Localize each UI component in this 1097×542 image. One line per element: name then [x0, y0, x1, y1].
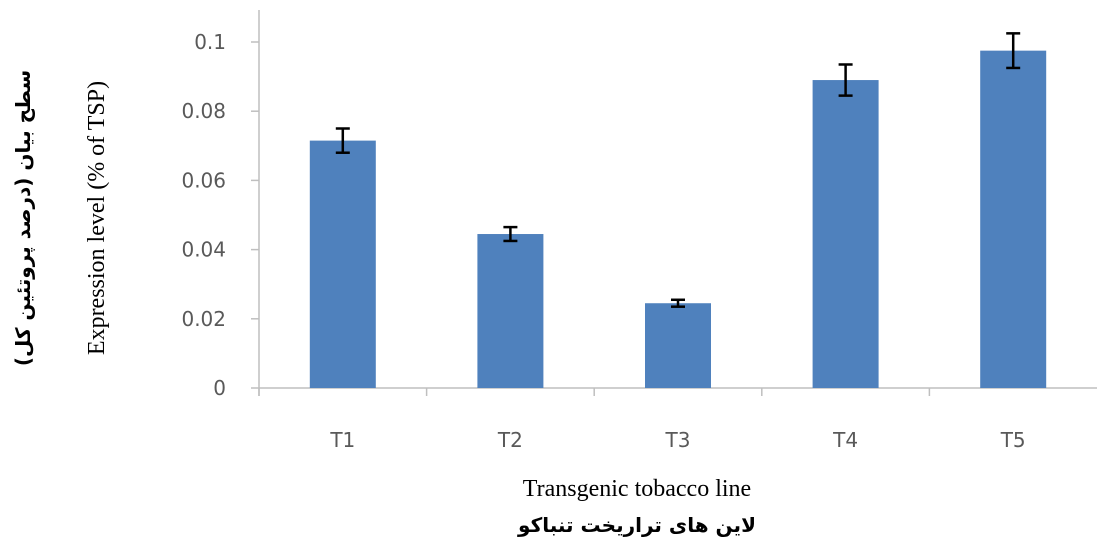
x-tick-label: T5	[1000, 428, 1026, 452]
x-axis	[258, 387, 1097, 396]
error-bar-t5	[1006, 32, 1021, 70]
y-axis	[251, 10, 260, 396]
bar-t1	[309, 140, 376, 388]
x-tick-label: T3	[665, 428, 691, 452]
bars	[309, 50, 1047, 389]
x-tick-label: T2	[497, 428, 523, 452]
bar-t5	[980, 50, 1047, 389]
y-tick-label: 0.06	[181, 168, 226, 192]
x-tick-labels: T1 T2 T3 T4 T5	[329, 428, 1025, 452]
y-tick-label: 0.1	[194, 30, 226, 54]
x-tick-label: T1	[329, 428, 355, 452]
error-bar-t3	[671, 298, 685, 308]
y-tick-label: 0.02	[181, 307, 226, 331]
y-tick-labels: 0 0.02 0.04 0.06 0.08 0.1	[181, 30, 226, 400]
error-bars	[335, 32, 1021, 308]
y-axis-label: Expression level (% of TSP)	[84, 81, 110, 355]
y-tick-label: 0	[213, 376, 226, 400]
y-tick-label: 0.04	[181, 238, 226, 262]
error-bar-t2	[503, 225, 518, 243]
bar-t4	[812, 80, 879, 388]
x-tick-label: T4	[832, 428, 858, 452]
error-bar-t4	[838, 63, 853, 97]
bar-t2	[477, 234, 544, 388]
bar-t3	[645, 303, 711, 388]
x-axis-label-persian: لاین های تراریخت تنباکو	[517, 513, 756, 537]
x-axis-label: Transgenic tobacco line	[523, 476, 751, 502]
error-bar-t1	[335, 127, 350, 154]
y-axis-label-persian: سطح بیان (درصد پروتئین کل)	[11, 70, 36, 366]
y-tick-label: 0.08	[181, 99, 226, 123]
